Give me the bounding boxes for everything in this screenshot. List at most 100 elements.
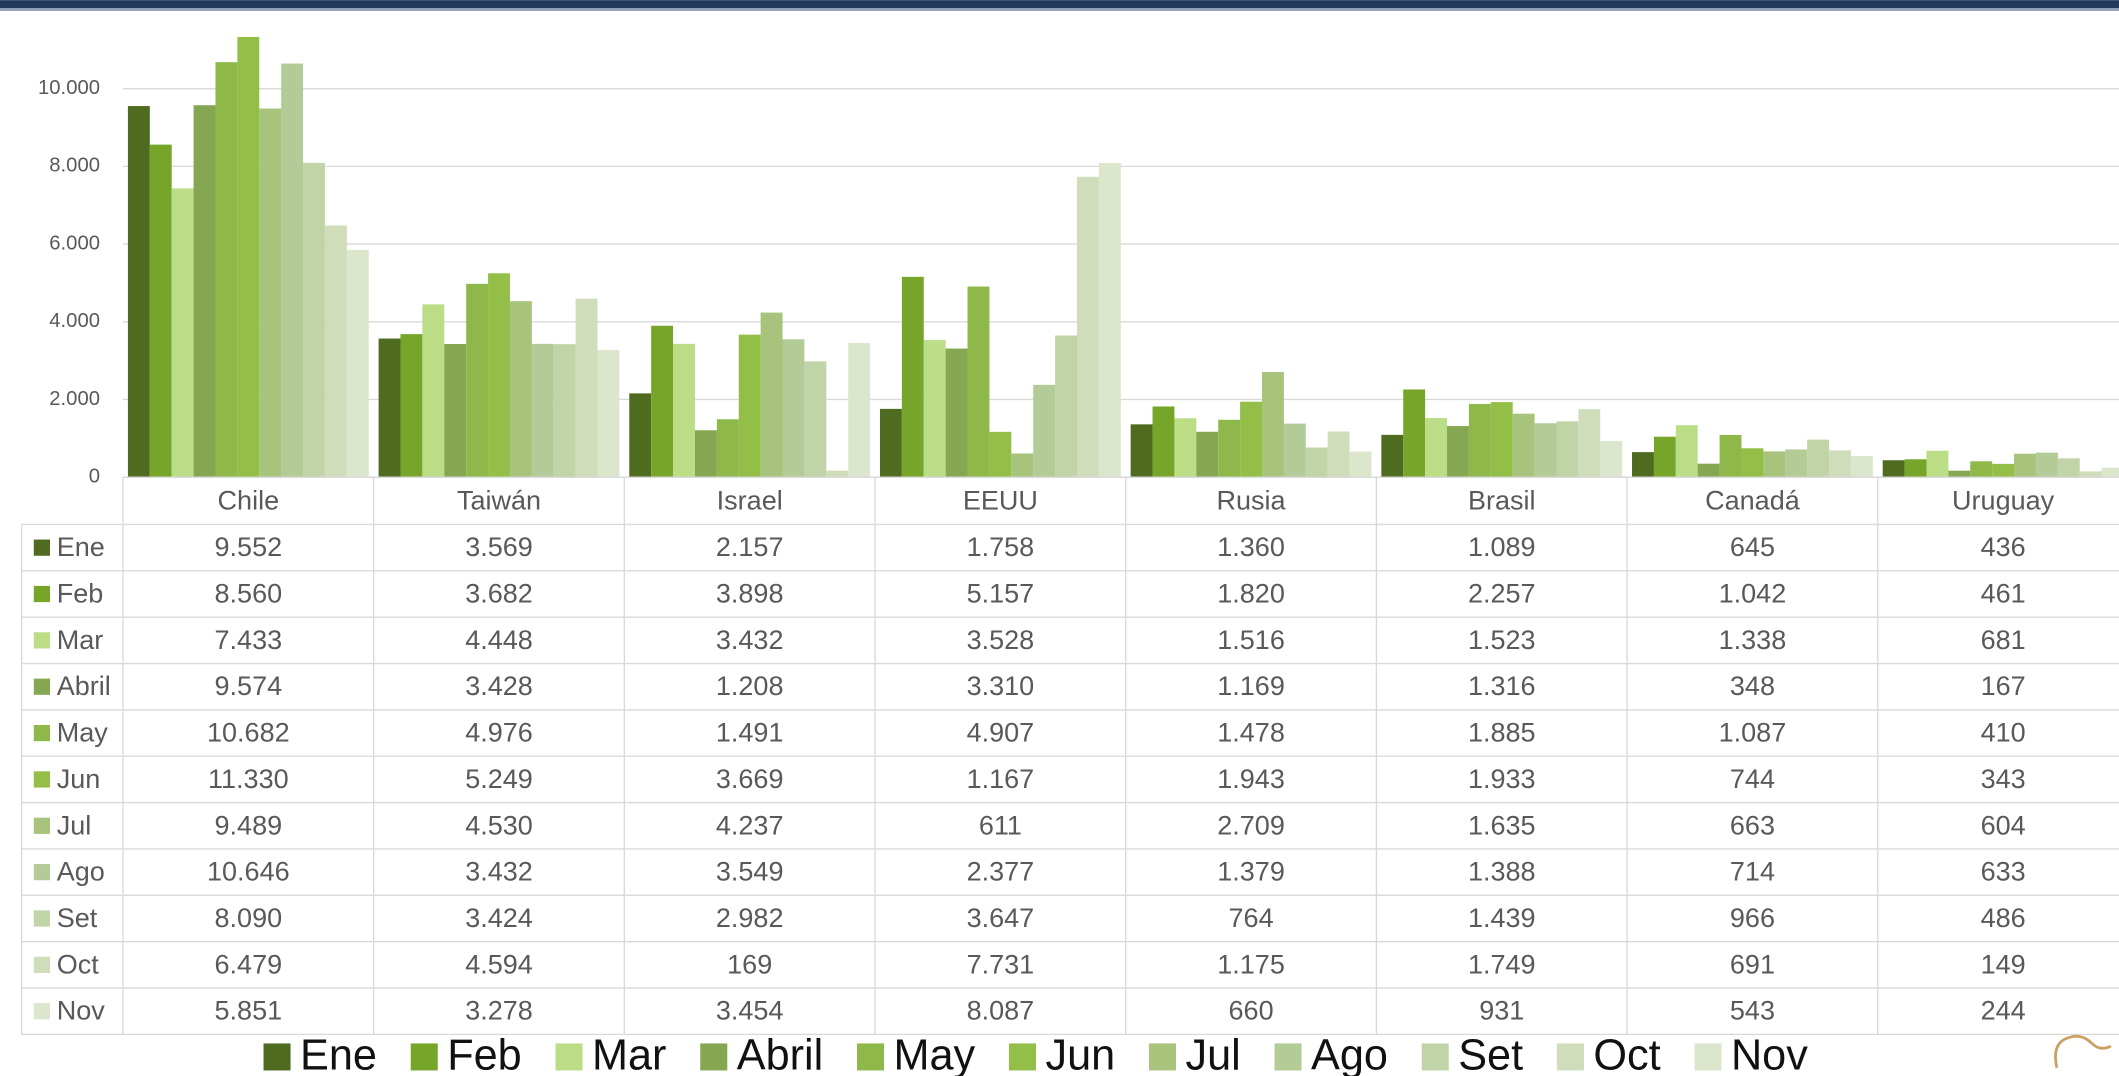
data-label: 2.157 xyxy=(716,532,784,562)
bar xyxy=(1829,450,1851,478)
legend-key xyxy=(1556,1043,1584,1071)
data-label: 3.424 xyxy=(465,903,533,933)
row-label: Mar xyxy=(57,625,104,655)
legend-key xyxy=(33,910,51,927)
bar xyxy=(1305,447,1328,478)
top-bar xyxy=(0,0,2119,9)
data-label: 2.257 xyxy=(1468,579,1536,609)
x-tick-label: Uruguay xyxy=(1952,485,2055,515)
x-tick-label: Rusia xyxy=(1217,485,1287,515)
data-label: 1.208 xyxy=(716,671,784,701)
data-label: 1.885 xyxy=(1468,718,1536,748)
bar xyxy=(171,188,194,478)
bar xyxy=(1763,451,1786,478)
data-label: 436 xyxy=(1981,532,2026,562)
legend-label: Ago xyxy=(1311,1032,1388,1076)
data-label: 2.709 xyxy=(1217,810,1285,840)
bar xyxy=(1174,418,1197,478)
data-label: 3.528 xyxy=(967,625,1035,655)
y-tick-label: 10.000 xyxy=(38,77,100,99)
data-label: 5.851 xyxy=(215,996,283,1026)
row-label: Ago xyxy=(57,857,105,887)
data-label: 1.175 xyxy=(1217,949,1285,979)
data-label: 149 xyxy=(1981,949,2026,979)
legend-label: Abril xyxy=(737,1032,824,1076)
bar xyxy=(738,334,761,478)
bar xyxy=(989,431,1012,478)
row-label: Oct xyxy=(57,949,100,979)
data-label: 3.647 xyxy=(967,903,1035,933)
data-label: 169 xyxy=(727,949,772,979)
y-tick-label: 6.000 xyxy=(49,232,100,254)
legend-key xyxy=(33,678,51,695)
row-label: Ene xyxy=(57,532,105,562)
legend-key xyxy=(857,1043,885,1071)
legend-label: Ene xyxy=(300,1032,377,1076)
data-label: 1.316 xyxy=(1468,671,1536,701)
bar xyxy=(488,273,510,478)
bar xyxy=(466,283,489,478)
legend-key xyxy=(700,1043,728,1071)
data-label: 611 xyxy=(979,810,1022,840)
bar xyxy=(760,312,783,478)
bar xyxy=(149,144,172,478)
data-label: 1.089 xyxy=(1468,532,1536,562)
bar xyxy=(237,36,260,478)
data-label: 486 xyxy=(1981,903,2026,933)
x-tick-label: Taiwán xyxy=(457,485,541,515)
bar xyxy=(193,105,216,478)
data-label: 1.338 xyxy=(1719,625,1787,655)
data-label: 1.388 xyxy=(1468,857,1536,887)
data-label: 2.982 xyxy=(716,903,784,933)
bar xyxy=(1697,463,1720,478)
bar xyxy=(1741,448,1764,478)
bar xyxy=(1970,461,1993,478)
legend-key xyxy=(1008,1043,1037,1071)
bar xyxy=(597,349,620,478)
data-label: 2.377 xyxy=(967,857,1035,887)
bar xyxy=(2014,453,2036,478)
data-label: 6.479 xyxy=(215,949,283,979)
bar xyxy=(1468,403,1491,478)
data-label: 543 xyxy=(1730,996,1775,1026)
bar xyxy=(1130,424,1153,478)
bar xyxy=(1152,406,1175,478)
x-tick-label: Chile xyxy=(218,485,280,515)
data-label: 931 xyxy=(1479,996,1524,1026)
legend-key xyxy=(33,864,51,881)
row-label: Abril xyxy=(57,671,111,701)
data-label: 645 xyxy=(1730,532,1775,562)
legend-key xyxy=(33,956,51,973)
bar xyxy=(1196,431,1219,478)
bar xyxy=(1349,451,1372,478)
bar xyxy=(2079,471,2102,478)
data-label: 1.523 xyxy=(1468,625,1536,655)
data-label: 4.237 xyxy=(716,810,784,840)
row-label: May xyxy=(57,718,109,748)
legend-key xyxy=(263,1043,291,1071)
data-label: 167 xyxy=(1981,671,2026,701)
y-tick-label: 0 xyxy=(89,466,100,488)
data-label: 1.933 xyxy=(1468,764,1536,794)
legend-key xyxy=(1421,1043,1449,1071)
bar xyxy=(1425,418,1448,478)
data-label: 3.669 xyxy=(716,764,784,794)
bar xyxy=(1512,413,1535,478)
data-label: 4.976 xyxy=(465,718,533,748)
data-label: 1.943 xyxy=(1217,764,1285,794)
bar xyxy=(1218,419,1241,478)
row-label: Nov xyxy=(57,996,106,1026)
bar xyxy=(901,276,924,478)
legend-key xyxy=(1148,1043,1177,1071)
legend-label: Mar xyxy=(592,1032,666,1076)
data-label: 410 xyxy=(1981,718,2026,748)
data-label: 3.310 xyxy=(967,671,1035,701)
data-label: 9.574 xyxy=(215,671,283,701)
bar xyxy=(804,361,827,478)
data-label: 1.167 xyxy=(967,764,1035,794)
legend-key xyxy=(33,585,51,603)
bar xyxy=(422,304,445,478)
data-label: 5.249 xyxy=(465,764,533,794)
bar xyxy=(1948,470,1971,478)
bar xyxy=(1926,450,1949,478)
